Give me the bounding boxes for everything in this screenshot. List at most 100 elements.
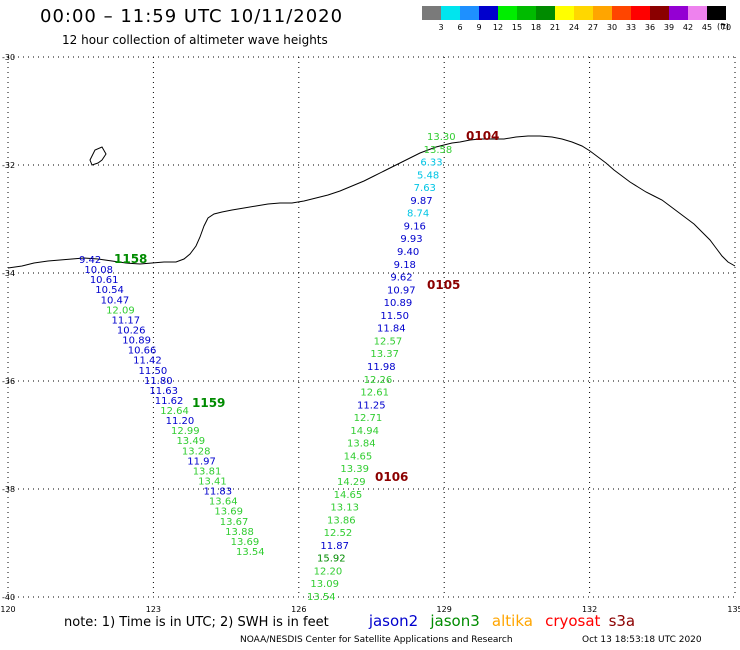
map-grid: [7, 56, 736, 598]
wave-height-value: 10.61: [90, 275, 119, 286]
wave-height-value: 13.86: [327, 515, 356, 526]
wave-height-value: 11.87: [320, 541, 349, 552]
wave-height-value: 11.98: [367, 362, 396, 373]
wave-height-value: 13.30: [427, 132, 456, 143]
colorbar-label: 21: [549, 23, 561, 32]
wave-height-value: 11.42: [133, 356, 162, 367]
lon-tick-label: 132: [582, 605, 597, 614]
pass-time-label: 0106: [375, 470, 408, 484]
colorbar-label: 45: [701, 23, 713, 32]
chart-subtitle: 12 hour collection of altimeter wave hei…: [62, 33, 328, 47]
wave-height-value: 10.66: [128, 346, 157, 357]
track-west-observations: 9.4210.0810.6110.5410.4712.0911.1710.261…: [79, 255, 265, 558]
wave-height-value: 9.87: [410, 196, 432, 207]
colorbar-label: 18: [530, 23, 542, 32]
wave-height-value: 13.49: [176, 436, 205, 447]
island: [89, 146, 107, 166]
colorbar-swatch: [460, 6, 479, 20]
colorbar-label: 3: [438, 23, 444, 32]
wave-height-value: 12.09: [106, 305, 135, 316]
colorbar-label: 9: [476, 23, 482, 32]
colorbar-swatch: [498, 6, 517, 20]
wave-height-value: 13.88: [225, 527, 254, 538]
wave-height-value: 14.94: [350, 426, 379, 437]
footer-source: NOAA/NESDIS Center for Satellite Applica…: [240, 635, 513, 645]
wave-height-value: 9.40: [397, 247, 419, 258]
lon-tick-label: 123: [146, 605, 161, 614]
colorbar-swatch: [707, 6, 726, 20]
colorbar-label: 70: [720, 23, 732, 32]
colorbar-swatch: [631, 6, 650, 20]
satellite-cryosat: cryosat: [545, 612, 601, 630]
wave-height-value: 13.54: [236, 547, 265, 558]
wave-height-value: 10.89: [384, 298, 413, 309]
lon-tick-label: 126: [291, 605, 306, 614]
wave-height-value: 11.63: [149, 386, 178, 397]
wave-height-value: 11.84: [377, 324, 406, 335]
colorbar-swatch: [669, 6, 688, 20]
wave-height-value: 11.25: [357, 400, 386, 411]
wave-height-value: 12.99: [171, 426, 200, 437]
wave-height-value: 13.54: [307, 592, 336, 603]
wave-height-value: 13.58: [424, 145, 453, 156]
wave-height-value: 12.20: [314, 566, 343, 577]
wave-height-value: 10.89: [122, 336, 151, 347]
chart-title: 00:00 – 11:59 UTC 10/11/2020: [40, 6, 344, 27]
wave-height-value: 7.63: [414, 183, 436, 194]
wave-height-value: 13.13: [330, 503, 359, 514]
wave-height-value: 11.50: [380, 311, 409, 322]
colorbar-unit: (ft): [717, 22, 730, 31]
wave-height-value: 11.20: [166, 416, 195, 427]
wave-height-value: 13.37: [370, 349, 399, 360]
wave-height-value: 9.42: [79, 255, 101, 266]
lat-tick-label: -30: [2, 53, 15, 62]
colorbar-label: 27: [587, 23, 599, 32]
wave-height-value: 13.28: [182, 446, 211, 457]
colorbar-label: 33: [625, 23, 637, 32]
pass-time-labels: 1158 1159 0104 0105 0106: [114, 129, 499, 484]
colorbar-swatch: [517, 6, 536, 20]
track-east-observations: 13.30 13.58 6.335.48 7.63 9.87 8.749.16 9.93 9.…: [307, 132, 456, 603]
lat-tick-label: -36: [2, 377, 15, 386]
pass-time-label: 1158: [114, 252, 147, 266]
wave-height-value: 11.80: [144, 376, 173, 387]
wave-height-value: 6.33: [420, 158, 442, 169]
lon-tick-label: 129: [437, 605, 452, 614]
wave-height-value: 9.93: [400, 234, 422, 245]
wave-height-value: 11.17: [111, 315, 140, 326]
wave-height-value: 12.64: [160, 406, 189, 417]
wave-height-value: 12.61: [360, 388, 389, 399]
colorbar-swatch: [536, 6, 555, 20]
wave-height-value: 13.69: [214, 507, 243, 518]
wave-height-value: 13.84: [347, 439, 376, 450]
colorbar-swatch: [593, 6, 612, 20]
wave-height-value: 13.64: [209, 497, 238, 508]
lat-tick-label: -34: [2, 269, 15, 278]
wave-height-value: 13.69: [231, 537, 260, 548]
wave-height-value: 12.26: [364, 375, 393, 386]
colorbar-swatch: [479, 6, 498, 20]
wave-height-value: 13.81: [193, 466, 222, 477]
wave-height-value: 8.74: [407, 209, 429, 220]
lat-tick-label: -40: [2, 593, 15, 602]
colorbar-label: 15: [511, 23, 523, 32]
colorbar-swatch: [650, 6, 669, 20]
colorbar-label: 30: [606, 23, 618, 32]
colorbar-swatch: [441, 6, 460, 20]
colorbar-label: 36: [644, 23, 656, 32]
wave-height-value: 13.67: [220, 517, 249, 528]
colorbar-label: 39: [663, 23, 675, 32]
colorbar-label: 6: [457, 23, 463, 32]
wave-height-value: 5.48: [417, 170, 439, 181]
wave-height-value: 12.71: [354, 413, 383, 424]
wave-height-value: 9.18: [394, 260, 416, 271]
wave-height-value: 12.52: [324, 528, 353, 539]
wave-height-value: 11.83: [204, 487, 233, 498]
lon-tick-label: 120: [0, 605, 15, 614]
wave-height-value: 9.62: [390, 273, 412, 284]
wave-height-value: 14.29: [337, 477, 366, 488]
footer-timestamp: Oct 13 18:53:18 UTC 2020: [582, 635, 702, 645]
colorbar-swatch: [422, 6, 441, 20]
wave-height-value: 13.09: [310, 579, 339, 590]
